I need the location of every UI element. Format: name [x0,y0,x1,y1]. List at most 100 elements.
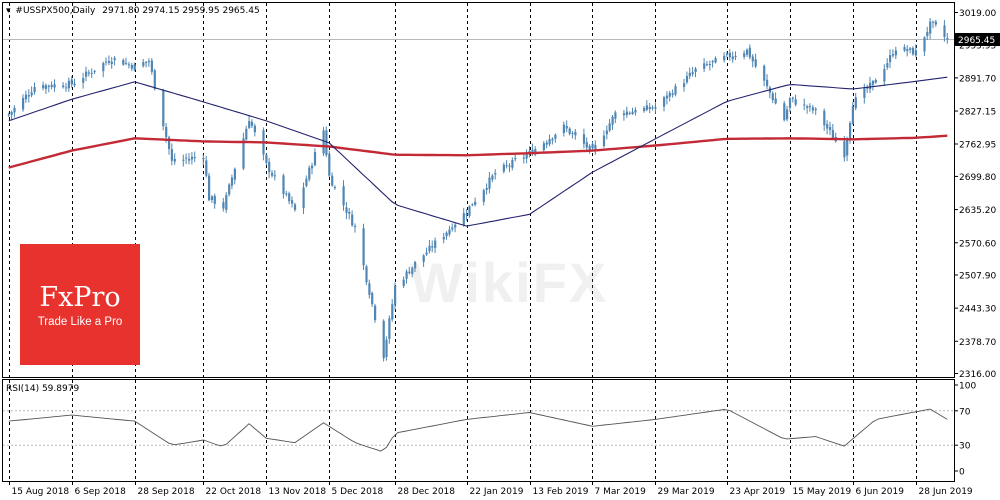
candle [385,336,388,361]
candle-body [703,63,706,69]
candle [863,83,866,104]
triangle-icon: ▾ [6,6,11,16]
candle [508,163,511,173]
candle-body [886,63,889,68]
candle-body [273,175,276,177]
candle [228,183,231,197]
time-tick-label: 15 May 2019 [793,487,852,497]
candle-body [345,207,348,213]
candle [42,81,45,91]
candle-body [333,186,337,188]
candle [485,183,488,195]
candle-body [471,204,474,206]
candle [271,170,274,178]
candle [708,60,711,71]
candle [365,264,368,285]
candle [505,160,508,169]
candle-body [574,131,577,136]
candle-body [711,61,714,63]
candle [245,125,248,141]
candle-body [282,175,285,195]
candle [611,115,614,130]
candle-body [806,106,809,108]
candle-body [30,92,33,96]
candle-body [127,64,131,66]
candle-body [165,126,168,138]
candle [934,19,937,27]
candle [371,291,374,307]
candle-body [871,81,875,85]
candle [250,119,254,128]
candle-body [728,52,731,58]
candle-body [153,70,156,90]
candle-body [107,61,111,63]
candle-body [454,224,457,228]
candle-body [923,37,926,52]
candle [7,112,10,117]
candle-body [448,229,451,235]
candle [222,198,225,212]
candle-body [602,135,606,147]
candle-body [133,64,136,70]
candle [313,148,317,167]
candle-body [170,149,173,161]
time-tick-label: 23 Apr 2019 [730,487,786,497]
candle [311,162,314,175]
candle [743,50,746,60]
candle-body [322,130,325,154]
candle [193,151,196,163]
candle-body [130,65,133,69]
candle [13,105,16,118]
candle [87,69,90,77]
candle [288,191,291,205]
candle [391,299,394,322]
candle-body [763,65,766,81]
candle [382,319,385,362]
price-tick-label: 2635.20 [959,206,996,216]
candle-body [371,293,374,305]
candle [511,157,514,171]
candle-body [514,158,517,160]
candle-body [253,125,256,133]
last-price-badge-text: 2965.45 [958,36,995,46]
candle-body [10,112,13,115]
candle-body [746,49,749,55]
candle [551,137,554,145]
candle-body [783,103,786,120]
candle-body [748,47,751,58]
candle [488,172,491,194]
candle [331,172,334,187]
rsi-label: RSI(14) 59.8979 [6,384,79,394]
candle [766,74,769,90]
candle [605,125,608,140]
candle-body [285,193,288,195]
candle-body [774,98,777,104]
candle-body [645,105,648,110]
candle-body [914,50,917,56]
candle-body [683,83,686,87]
candle-body [705,64,709,66]
candle [491,173,494,183]
candle [554,133,557,143]
candle-body [50,84,53,88]
candle-body [894,50,897,56]
candle [914,44,917,58]
candle [665,91,669,105]
candle-body [308,167,311,180]
candle-body [113,58,116,61]
candle [542,141,545,152]
candle-body [511,160,514,168]
price-tick-label: 2827.15 [959,108,996,118]
candle [150,58,153,75]
candle-body [926,32,929,37]
ma-slow-line [8,134,948,169]
candle [923,36,926,56]
candle [333,185,337,190]
candle-body [505,165,508,167]
candle-body [365,266,368,283]
candle [85,66,88,81]
candle-body [385,339,388,357]
candle-body [811,107,814,111]
candle-body [788,98,792,108]
